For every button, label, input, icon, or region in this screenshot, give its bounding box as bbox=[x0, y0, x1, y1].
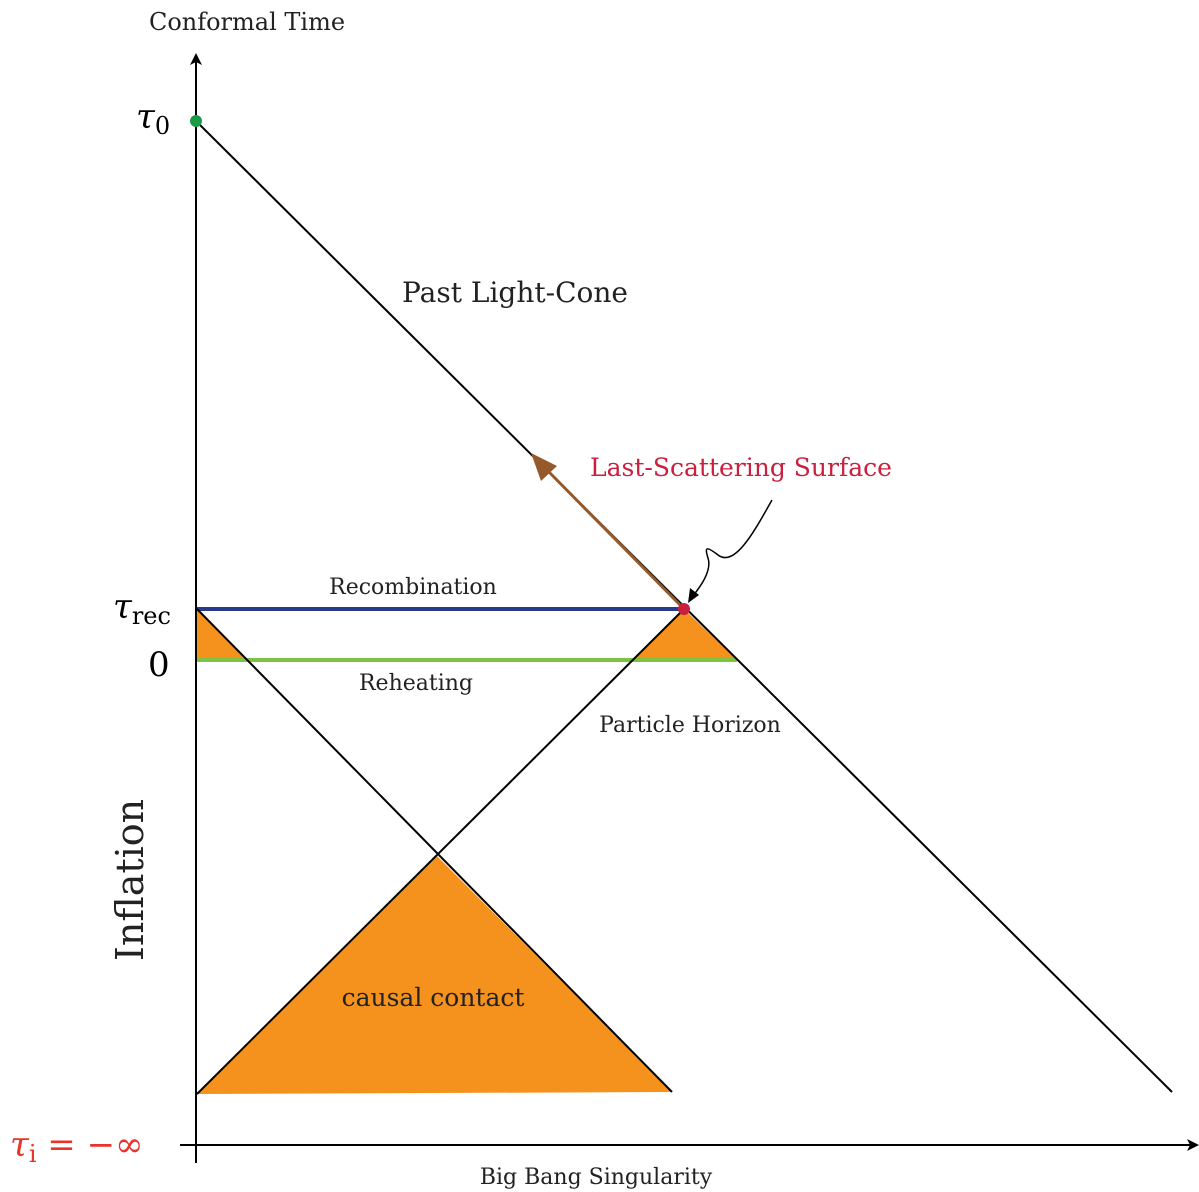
squiggle-pointer-head bbox=[688, 588, 699, 603]
tau-i-label: τi = −∞ bbox=[10, 1125, 143, 1168]
tau-rec-subscript: rec bbox=[132, 602, 171, 630]
tau-i-value: = −∞ bbox=[37, 1125, 144, 1165]
last-scattering-point bbox=[678, 603, 690, 615]
right-recombination-region bbox=[633, 609, 737, 660]
left-horizon-line bbox=[196, 608, 673, 1093]
particle-horizon-label: Particle Horizon bbox=[599, 713, 781, 738]
tau-rec-label: τrec bbox=[113, 587, 171, 630]
tau0-subscript: 0 bbox=[155, 112, 170, 140]
last-scattering-label: Last-Scattering Surface bbox=[590, 453, 892, 482]
tau-i-symbol: τ bbox=[10, 1125, 30, 1165]
tau-rec-symbol: τ bbox=[113, 587, 133, 627]
photon-arrow-head bbox=[531, 453, 557, 481]
reheating-label: Reheating bbox=[359, 671, 473, 696]
inflation-label: Inflation bbox=[108, 799, 152, 961]
tau-i-subscript: i bbox=[29, 1140, 37, 1168]
zero-label: 0 bbox=[148, 645, 170, 685]
particle-horizon-line bbox=[196, 608, 685, 1095]
x-axis-label: Big Bang Singularity bbox=[480, 1165, 713, 1190]
y-axis-label: Conformal Time bbox=[149, 8, 345, 36]
past-light-cone-label: Past Light-Cone bbox=[402, 276, 628, 309]
photon-arrow bbox=[546, 469, 686, 611]
squiggle-pointer-arrow bbox=[691, 499, 773, 598]
observer-point bbox=[190, 115, 202, 127]
causal-contact-label: causal contact bbox=[342, 983, 525, 1012]
causal-contact-region bbox=[197, 855, 672, 1094]
tau0-symbol: τ bbox=[136, 97, 156, 137]
tau0-label: τ0 bbox=[136, 97, 170, 140]
recombination-label: Recombination bbox=[329, 575, 497, 600]
